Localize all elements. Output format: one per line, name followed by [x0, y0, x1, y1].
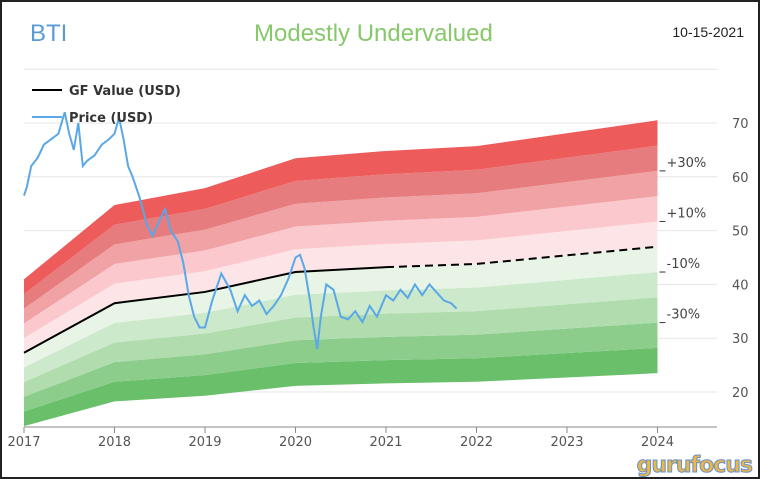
- y-tick-label: 50: [732, 225, 749, 240]
- y-tick-label: 70: [732, 117, 749, 132]
- valuation-rating: Modestly Undervalued: [254, 20, 493, 47]
- x-tick-label: 2022: [460, 435, 493, 450]
- legend-gf-value[interactable]: GF Value (USD): [69, 84, 181, 99]
- valuation-band: [24, 120, 658, 294]
- y-tick-label: 30: [732, 332, 749, 347]
- valuation-band: [24, 297, 658, 397]
- valuation-band: [24, 196, 658, 339]
- valuation-band: [24, 221, 658, 353]
- gf-value-line: [23, 266, 387, 354]
- valuation-band: [24, 322, 658, 412]
- x-tick-label: 2020: [279, 435, 312, 450]
- y-tick-label: 20: [732, 386, 749, 401]
- legend-price[interactable]: Price (USD): [69, 111, 153, 126]
- price-line: [23, 111, 458, 350]
- band-label: -10%: [667, 257, 701, 272]
- x-tick-label: 2018: [98, 435, 131, 450]
- x-tick-label: 2019: [188, 435, 221, 450]
- x-tick-label: 2021: [369, 435, 402, 450]
- chart-date: 10-15-2021: [672, 24, 744, 40]
- valuation-band: [24, 246, 658, 368]
- x-tick-label: 2023: [550, 435, 583, 450]
- valuation-band: [24, 145, 658, 309]
- gurufocus-logo: gurufocus: [636, 453, 753, 478]
- x-tick-label: 2017: [7, 435, 40, 450]
- valuation-band: [24, 272, 658, 383]
- ticker-symbol: BTI: [30, 20, 68, 47]
- band-label: -30%: [667, 308, 701, 323]
- y-tick-label: 40: [732, 278, 749, 293]
- y-tick-label: 60: [732, 171, 749, 186]
- band-label: +30%: [667, 156, 707, 171]
- x-tick-label: 2024: [641, 435, 674, 450]
- valuation-band: [24, 347, 658, 427]
- gf-value-projection-line: [385, 245, 658, 269]
- band-label: +10%: [667, 206, 707, 221]
- valuation-band: [24, 170, 658, 324]
